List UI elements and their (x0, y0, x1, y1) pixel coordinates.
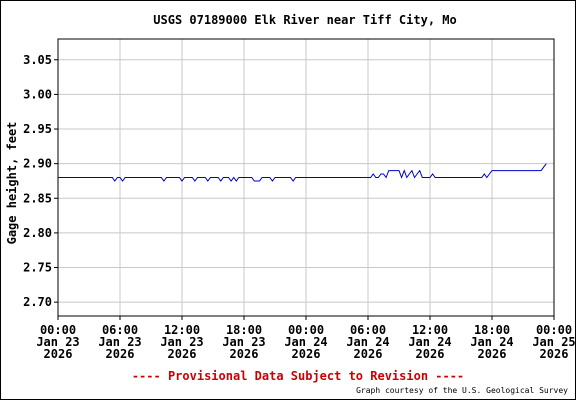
x-tick-time-label: 18:00 (474, 323, 510, 337)
chart-title: USGS 07189000 Elk River near Tiff City, … (153, 13, 456, 27)
y-axis-label: Gage height, feet (5, 122, 19, 245)
x-tick-time-label: 06:00 (102, 323, 138, 337)
x-tick-year-label: 2026 (292, 347, 321, 361)
x-tick-date-label: Jan 24 (408, 335, 451, 349)
x-tick-time-label: 12:00 (412, 323, 448, 337)
x-tick-year-label: 2026 (44, 347, 73, 361)
x-tick-year-label: 2026 (354, 347, 383, 361)
provisional-data-notice: ---- Provisional Data Subject to Revisio… (132, 369, 464, 383)
x-tick-date-label: Jan 23 (222, 335, 265, 349)
usgs-credit: Graph courtesy of the U.S. Geological Su… (356, 386, 568, 395)
x-tick-date-label: Jan 24 (284, 335, 327, 349)
x-tick-time-label: 12:00 (164, 323, 200, 337)
gage-height-series-line (58, 163, 547, 182)
x-tick-year-label: 2026 (106, 347, 135, 361)
x-tick-time-label: 00:00 (40, 323, 76, 337)
x-tick-date-label: Jan 23 (160, 335, 203, 349)
x-tick-date-label: Jan 24 (470, 335, 513, 349)
x-tick-date-label: Jan 25 (532, 335, 575, 349)
x-tick-year-label: 2026 (230, 347, 259, 361)
y-tick-label: 2.85 (23, 191, 52, 205)
y-tick-label: 2.70 (23, 295, 52, 309)
x-tick-year-label: 2026 (416, 347, 445, 361)
x-tick-time-label: 18:00 (226, 323, 262, 337)
y-tick-label: 3.00 (23, 87, 52, 101)
x-tick-year-label: 2026 (168, 347, 197, 361)
x-tick-time-label: 00:00 (288, 323, 324, 337)
y-tick-label: 2.95 (23, 122, 52, 136)
y-tick-label: 2.75 (23, 261, 52, 275)
x-tick-date-label: Jan 24 (346, 335, 389, 349)
x-tick-year-label: 2026 (540, 347, 569, 361)
x-tick-time-label: 00:00 (536, 323, 572, 337)
x-tick-time-label: 06:00 (350, 323, 386, 337)
x-tick-date-label: Jan 23 (36, 335, 79, 349)
y-axis-ticks: 3.05 3.00 2.95 2.90 2.85 2.80 2.75 2.70 (23, 53, 58, 309)
y-tick-label: 3.05 (23, 53, 52, 67)
y-tick-label: 2.80 (23, 226, 52, 240)
x-tick-date-label: Jan 23 (98, 335, 141, 349)
x-tick-year-label: 2026 (478, 347, 507, 361)
y-tick-label: 2.90 (23, 157, 52, 171)
